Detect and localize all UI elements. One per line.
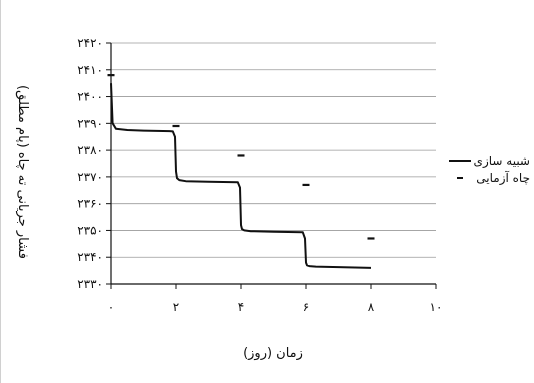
legend-label: شبیه سازی [474, 154, 530, 169]
axes [110, 43, 436, 285]
x-axis-title: زمان (روز) [243, 346, 303, 361]
y-tick-label: ۲۳۸۰ [77, 143, 103, 157]
x-tick-label: ۶ [303, 300, 309, 314]
x-tick-label: ۲ [173, 300, 179, 314]
y-tick-label: ۲۴۲۰ [77, 36, 103, 50]
y-axis-ticks: ۲۳۳۰ ۲۳۴۰ ۲۳۵۰ ۲۳۶۰ ۲۳۷۰ ۲۳۸۰ ۲۳۹۰ ۲۴۰۰ ۲۴۱۰ ۲۴۲۰ [77, 36, 111, 291]
series-line-simulation [110, 83, 372, 269]
x-tick-label: ۱۰ [430, 300, 443, 314]
y-tick-label: ۲۳۹۰ [77, 116, 103, 130]
x-tick-label: ۰ [108, 300, 114, 314]
y-tick-label: ۲۳۴۰ [77, 250, 103, 264]
y-tick-label: ۲۳۳۰ [77, 277, 103, 291]
grid-lines [111, 42, 436, 258]
x-tick-label: ۴ [238, 300, 244, 314]
y-tick-label: ۲۳۵۰ [77, 223, 103, 237]
y-axis-title: فشار جریانی ته چاه (پام مطلق) [15, 85, 30, 259]
y-tick-label: ۲۴۱۰ [77, 63, 103, 77]
legend-label: چاه آزمایی [476, 170, 530, 186]
x-tick-label: ۸ [368, 300, 375, 314]
y-tick-label: ۲۳۷۰ [77, 170, 103, 184]
y-tick-label: ۲۳۶۰ [77, 197, 103, 211]
series-layer [107, 74, 375, 269]
x-axis-ticks: ۰ ۲ ۴ ۶ ۸ ۱۰ [108, 284, 443, 314]
y-tick-label: ۲۴۰۰ [77, 90, 103, 104]
